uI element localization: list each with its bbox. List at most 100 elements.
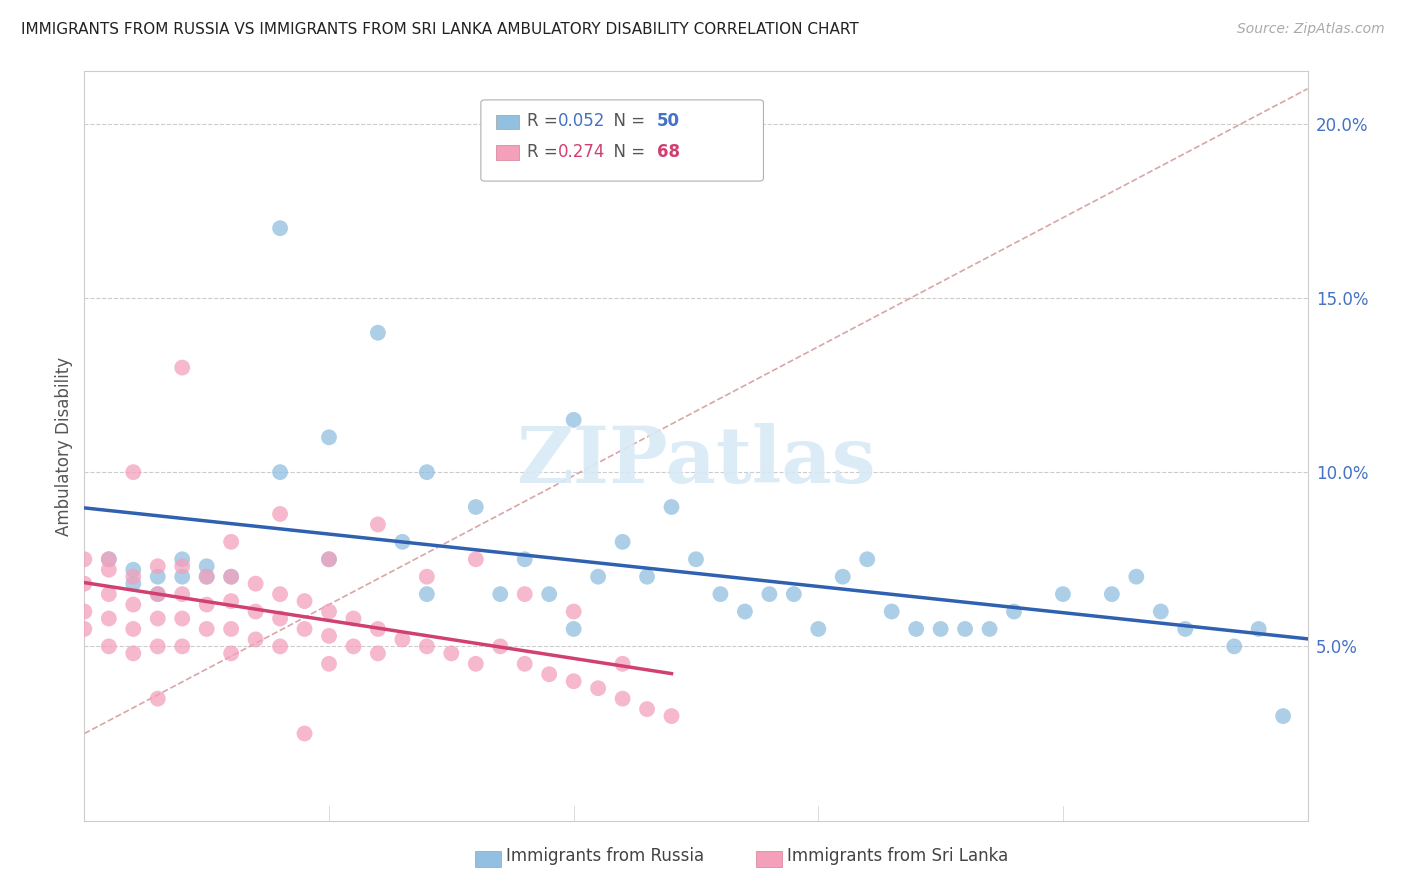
Point — [661, 500, 683, 514]
Point — [122, 598, 145, 612]
Point — [636, 702, 658, 716]
Point — [880, 605, 903, 619]
Point — [929, 622, 952, 636]
Point — [269, 221, 291, 235]
Point — [953, 622, 976, 636]
Text: Source: ZipAtlas.com: Source: ZipAtlas.com — [1237, 22, 1385, 37]
Point — [195, 570, 218, 584]
Text: ZIPatlas: ZIPatlas — [516, 423, 876, 499]
Point — [318, 657, 340, 671]
Point — [318, 552, 340, 566]
Point — [464, 657, 486, 671]
Point — [391, 632, 413, 647]
Point — [294, 726, 316, 740]
Text: N =: N = — [603, 143, 651, 161]
Point — [367, 517, 389, 532]
Point — [97, 611, 120, 625]
Point — [269, 507, 291, 521]
Point — [122, 622, 145, 636]
Point — [97, 640, 120, 654]
Point — [269, 611, 291, 625]
Point — [1052, 587, 1074, 601]
Point — [856, 552, 879, 566]
Point — [219, 594, 242, 608]
Point — [97, 563, 120, 577]
Point — [562, 605, 585, 619]
Point — [489, 640, 512, 654]
Point — [1272, 709, 1295, 723]
Point — [269, 465, 291, 479]
Point — [245, 632, 267, 647]
Point — [172, 587, 194, 601]
Point — [97, 552, 120, 566]
Point — [979, 622, 1001, 636]
Point — [219, 646, 242, 660]
Point — [146, 587, 169, 601]
Point — [73, 552, 96, 566]
Point — [464, 552, 486, 566]
Point — [245, 576, 267, 591]
Point — [1223, 640, 1246, 654]
Point — [122, 576, 145, 591]
Point — [195, 598, 218, 612]
Point — [219, 534, 242, 549]
Point — [122, 563, 145, 577]
Point — [367, 622, 389, 636]
Point — [1002, 605, 1025, 619]
Point — [195, 570, 218, 584]
Text: Immigrants from Russia: Immigrants from Russia — [506, 847, 704, 865]
Y-axis label: Ambulatory Disability: Ambulatory Disability — [55, 357, 73, 535]
Point — [219, 570, 242, 584]
Point — [172, 611, 194, 625]
Point — [146, 691, 169, 706]
Point — [219, 570, 242, 584]
Point — [416, 640, 439, 654]
Point — [586, 570, 609, 584]
Point — [146, 559, 169, 574]
Point — [318, 629, 340, 643]
Point — [807, 622, 830, 636]
Point — [905, 622, 928, 636]
Text: 68: 68 — [657, 143, 679, 161]
Point — [172, 559, 194, 574]
Point — [318, 552, 340, 566]
Point — [636, 570, 658, 584]
Point — [783, 587, 806, 601]
Point — [146, 611, 169, 625]
Point — [586, 681, 609, 696]
Point — [219, 622, 242, 636]
Point — [146, 570, 169, 584]
Point — [1247, 622, 1270, 636]
Point — [1150, 605, 1173, 619]
Point — [831, 570, 853, 584]
Point — [73, 605, 96, 619]
Point — [661, 709, 683, 723]
Point — [538, 587, 561, 601]
Point — [122, 465, 145, 479]
Point — [367, 646, 389, 660]
Point — [97, 587, 120, 601]
Point — [172, 552, 194, 566]
Point — [416, 465, 439, 479]
Point — [122, 646, 145, 660]
Point — [416, 587, 439, 601]
Point — [612, 691, 634, 706]
Point — [73, 576, 96, 591]
Text: R =: R = — [527, 112, 564, 130]
Point — [612, 657, 634, 671]
Point — [513, 552, 536, 566]
Point — [146, 587, 169, 601]
Point — [538, 667, 561, 681]
Point — [1101, 587, 1123, 601]
Point — [245, 605, 267, 619]
Point — [195, 622, 218, 636]
Text: Immigrants from Sri Lanka: Immigrants from Sri Lanka — [787, 847, 1008, 865]
Point — [1174, 622, 1197, 636]
Point — [318, 605, 340, 619]
Point — [489, 587, 512, 601]
Point — [612, 534, 634, 549]
Point — [73, 622, 96, 636]
Point — [172, 570, 194, 584]
Point — [440, 646, 463, 660]
Point — [172, 360, 194, 375]
